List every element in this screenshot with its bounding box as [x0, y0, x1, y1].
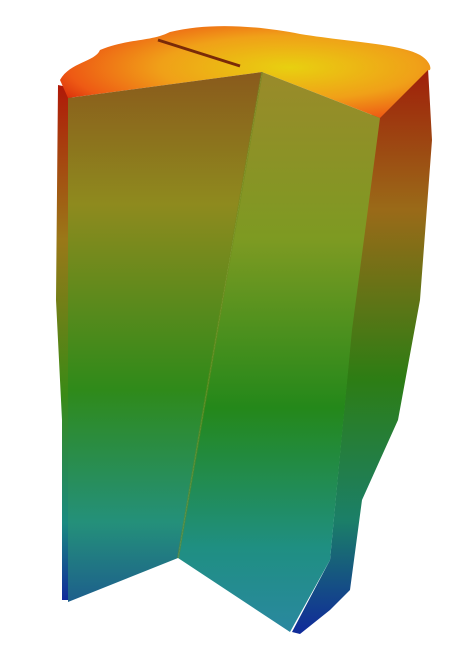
- top-surface: [60, 26, 431, 119]
- cut-face-left: [68, 72, 262, 602]
- cut-face-right: [178, 72, 380, 632]
- inner-edge: [177, 71, 263, 559]
- outer-shell-right: [292, 68, 432, 634]
- top-crack: [157, 38, 241, 68]
